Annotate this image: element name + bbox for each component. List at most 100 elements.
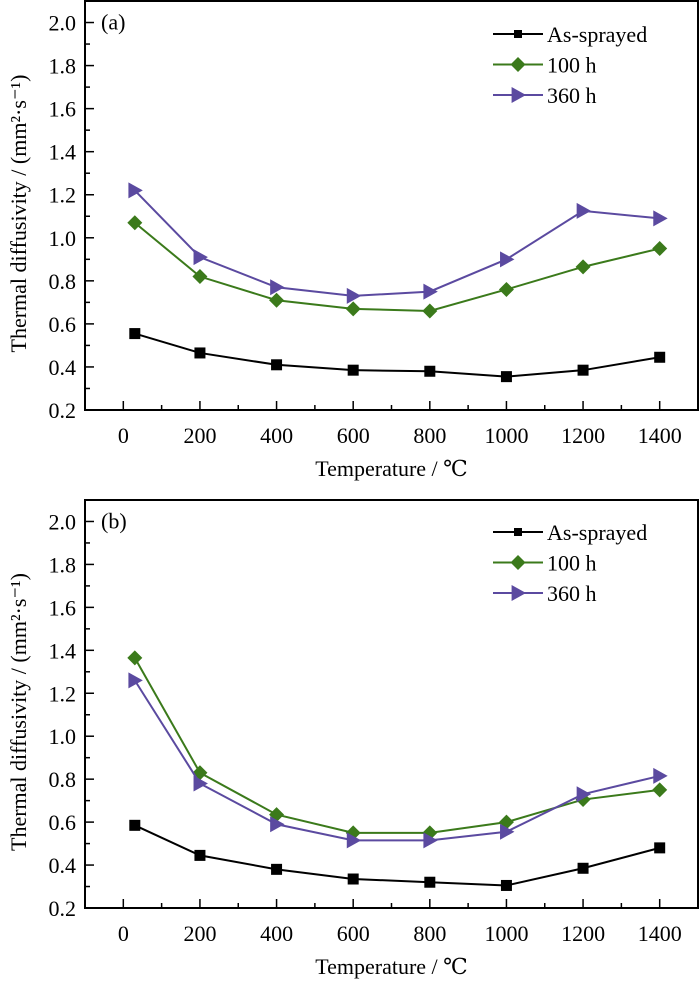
series-100-h — [127, 215, 668, 319]
data-point — [500, 251, 515, 268]
data-point — [498, 281, 514, 297]
data-point — [346, 832, 362, 849]
data-point — [652, 241, 668, 257]
series-line — [134, 189, 660, 297]
series-line — [134, 824, 660, 887]
series-line — [134, 221, 660, 312]
legend-marker — [511, 585, 526, 601]
legend-entry: As-sprayed — [493, 22, 647, 47]
series-360-h — [128, 672, 668, 849]
y-axis-title: Thermal diffusivity / (mm²·s⁻¹) — [6, 75, 31, 353]
legend-label: 360 h — [547, 581, 597, 606]
y-tick-label: 1.8 — [49, 552, 77, 577]
data-point — [270, 279, 285, 296]
data-point — [346, 287, 362, 304]
legend-marker — [511, 87, 526, 103]
series-line — [133, 679, 660, 842]
x-tick-label: 0 — [118, 921, 129, 946]
plot-frame — [84, 499, 699, 909]
y-tick-label: 0.2 — [49, 896, 77, 921]
data-point — [347, 364, 359, 376]
series-line — [134, 332, 660, 378]
y-tick-label: 0.6 — [49, 810, 77, 835]
data-point — [424, 876, 436, 888]
legend-label: 360 h — [547, 83, 597, 108]
legend-marker — [514, 30, 522, 38]
data-point — [654, 842, 666, 854]
x-tick-label: 1400 — [638, 423, 682, 448]
y-tick-label: 1.2 — [49, 183, 77, 208]
data-point — [575, 259, 591, 275]
data-point — [500, 823, 515, 840]
x-tick-label: 600 — [337, 423, 370, 448]
x-tick-label: 1200 — [561, 423, 605, 448]
data-point — [577, 862, 589, 874]
data-point — [194, 347, 206, 359]
data-point — [500, 879, 512, 891]
x-tick-label: 1000 — [484, 423, 528, 448]
legend-marker — [514, 528, 522, 536]
data-point — [654, 351, 666, 363]
y-tick-label: 0.8 — [49, 767, 77, 792]
data-point — [271, 863, 283, 875]
y-tick-label: 1.8 — [49, 54, 77, 79]
data-point — [192, 269, 208, 285]
y-tick-label: 1.4 — [49, 140, 77, 165]
series-100-h — [127, 650, 668, 841]
y-tick-label: 0.2 — [49, 398, 77, 423]
data-point — [576, 786, 592, 803]
series-as-sprayed — [129, 819, 666, 891]
data-point — [345, 301, 361, 317]
series-line — [133, 657, 660, 834]
y-tick-label: 2.0 — [49, 11, 77, 36]
y-tick-label: 1.0 — [49, 226, 77, 251]
x-tick-label: 400 — [260, 423, 293, 448]
x-tick-label: 800 — [413, 423, 446, 448]
x-tick-label: 1200 — [561, 921, 605, 946]
data-point — [653, 210, 668, 227]
y-tick-label: 0.6 — [49, 312, 77, 337]
legend-marker — [510, 555, 526, 570]
legend-label: 100 h — [547, 551, 597, 576]
data-point — [423, 832, 438, 849]
x-tick-label: 200 — [183, 921, 216, 946]
data-point — [653, 767, 668, 784]
legend-entry: 360 h — [493, 581, 597, 606]
y-tick-label: 1.0 — [49, 724, 77, 749]
plot-frame — [84, 0, 699, 411]
legend-marker — [510, 57, 526, 72]
x-tick-label: 400 — [260, 921, 293, 946]
y-tick-label: 0.4 — [49, 853, 77, 878]
x-axis-title: Temperature / ℃ — [315, 456, 468, 481]
data-point — [577, 364, 589, 376]
data-point — [424, 365, 436, 377]
x-tick-label: 200 — [183, 423, 216, 448]
legend-entry: As-sprayed — [493, 520, 647, 545]
data-point — [500, 371, 512, 383]
data-point — [652, 782, 668, 798]
y-axis-title: Thermal diffusivity / (mm²·s⁻¹) — [6, 573, 31, 851]
data-point — [270, 816, 285, 833]
data-point — [423, 283, 438, 300]
data-point — [347, 873, 359, 885]
y-tick-label: 0.8 — [49, 269, 77, 294]
y-tick-label: 1.4 — [49, 638, 77, 663]
data-point — [576, 202, 592, 219]
legend-entry: 360 h — [493, 83, 597, 108]
chart-panel-a: 0 200 400 600 800 1000 1200 1400 0.2 0.4 0.6 0.8 1.0… — [6, 0, 699, 481]
data-point — [128, 182, 143, 199]
data-point — [269, 292, 285, 308]
y-tick-label: 2.0 — [49, 509, 77, 534]
legend-entry: 100 h — [493, 53, 597, 78]
y-tick-label: 0.4 — [49, 355, 77, 380]
data-point — [129, 328, 141, 340]
y-tick-label: 1.2 — [49, 681, 77, 706]
legend-entry: 100 h — [493, 551, 597, 576]
data-point — [271, 359, 283, 371]
x-tick-label: 1000 — [484, 921, 528, 946]
data-point — [193, 775, 208, 792]
legend-label: As-sprayed — [547, 22, 647, 47]
x-tick-label: 1400 — [638, 921, 682, 946]
data-point — [194, 849, 206, 861]
